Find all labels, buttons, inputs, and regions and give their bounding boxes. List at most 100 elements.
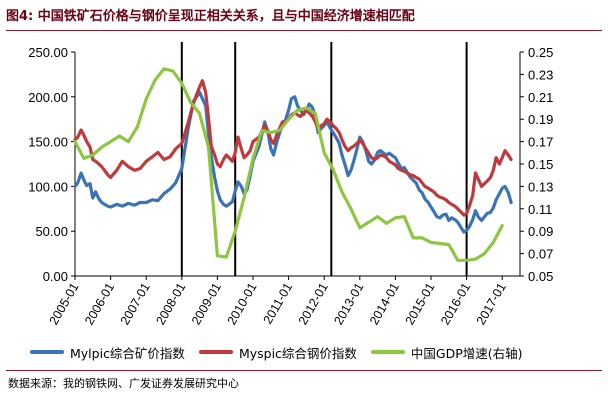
x-tick-label: 2015-01: [403, 280, 438, 327]
data-point: [80, 129, 82, 131]
data-point: [367, 152, 370, 155]
data-point: [89, 146, 91, 148]
x-tick-label: 2007-01: [118, 280, 153, 327]
data-point: [151, 155, 154, 158]
data-point: [495, 156, 497, 159]
data-point: [424, 185, 426, 188]
data-point: [287, 118, 290, 121]
y-right-tick-label: 0.07: [528, 247, 553, 262]
x-tick-label: 2006-01: [82, 280, 117, 327]
data-point: [240, 185, 243, 188]
data-point: [403, 215, 406, 218]
data-point: [409, 173, 412, 176]
data-point: [365, 147, 367, 150]
data-point: [326, 118, 328, 121]
legend-item-mylpic: Mylpic综合矿价指数: [30, 343, 185, 362]
y-right-tick-label: 0.11: [528, 202, 552, 217]
data-point: [201, 79, 204, 82]
data-point: [127, 140, 130, 143]
data-point: [421, 191, 423, 194]
data-point: [501, 156, 504, 159]
data-point: [450, 203, 453, 206]
data-point: [462, 231, 465, 234]
data-point: [269, 147, 272, 150]
data-point: [343, 145, 346, 148]
x-tick-label: 2005-01: [47, 280, 82, 327]
data-point: [98, 163, 100, 165]
data-point: [447, 201, 450, 204]
data-point: [504, 149, 506, 152]
x-tick-label: 2017-01: [474, 280, 509, 327]
data-point: [439, 242, 441, 245]
data-point: [127, 202, 130, 205]
data-point: [109, 176, 112, 179]
data-point: [121, 205, 124, 208]
legend-swatch: [370, 350, 405, 354]
data-point: [382, 152, 385, 155]
series-gdp: [73, 67, 504, 262]
data-point: [278, 129, 281, 132]
data-point: [94, 160, 97, 163]
data-point: [180, 167, 183, 170]
data-point: [109, 140, 112, 143]
data-point: [341, 154, 343, 156]
data-point: [385, 222, 388, 225]
x-tick-label: 2010-01: [225, 280, 260, 327]
data-point: [418, 178, 421, 181]
data-point: [507, 154, 510, 156]
data-point: [323, 122, 326, 125]
data-point: [483, 182, 486, 185]
data-point: [263, 121, 266, 123]
data-point: [415, 181, 417, 184]
data-point: [308, 112, 311, 114]
data-point: [385, 156, 388, 159]
data-point: [397, 167, 400, 170]
data-point: [103, 203, 106, 206]
source-note: 数据来源：我的钢铁网、广发证券发展研究中心: [8, 377, 239, 390]
data-point: [100, 201, 103, 204]
data-point: [391, 155, 394, 157]
data-point: [498, 163, 501, 165]
data-point: [83, 179, 85, 182]
data-point: [213, 154, 216, 156]
data-point: [103, 169, 106, 172]
data-point: [483, 252, 486, 255]
data-point: [240, 147, 243, 150]
y-right-tick-label: 0.23: [528, 67, 553, 82]
data-point: [234, 190, 237, 192]
data-point: [394, 164, 397, 166]
data-point: [447, 219, 450, 222]
data-point: [335, 136, 337, 139]
data-point: [243, 156, 246, 159]
data-point: [356, 147, 358, 150]
data-point: [189, 101, 192, 104]
data-point: [492, 241, 495, 244]
data-point: [163, 67, 165, 70]
data-point: [501, 224, 504, 227]
y-right-tick-label: 0.15: [528, 157, 553, 172]
data-point: [350, 147, 352, 149]
data-point: [98, 198, 100, 200]
data-point: [234, 151, 237, 154]
data-point: [480, 219, 483, 222]
data-point: [370, 156, 373, 159]
y-right-tick-label: 0.05: [528, 269, 553, 284]
data-point: [249, 149, 252, 152]
data-point: [370, 163, 373, 165]
data-point: [376, 156, 379, 159]
data-point: [115, 169, 118, 172]
y-right-tick-label: 0.21: [528, 90, 553, 105]
data-point: [311, 115, 314, 118]
data-point: [261, 129, 263, 132]
data-point: [412, 174, 415, 177]
legend-label: 中国GDP增速(右轴): [410, 345, 523, 361]
data-point: [174, 181, 177, 184]
data-point: [299, 115, 302, 118]
data-point: [145, 201, 148, 204]
data-point: [237, 181, 239, 183]
data-point: [358, 136, 361, 139]
data-point: [352, 160, 355, 163]
data-point: [459, 225, 462, 228]
data-point: [441, 214, 444, 217]
data-point: [501, 187, 504, 190]
